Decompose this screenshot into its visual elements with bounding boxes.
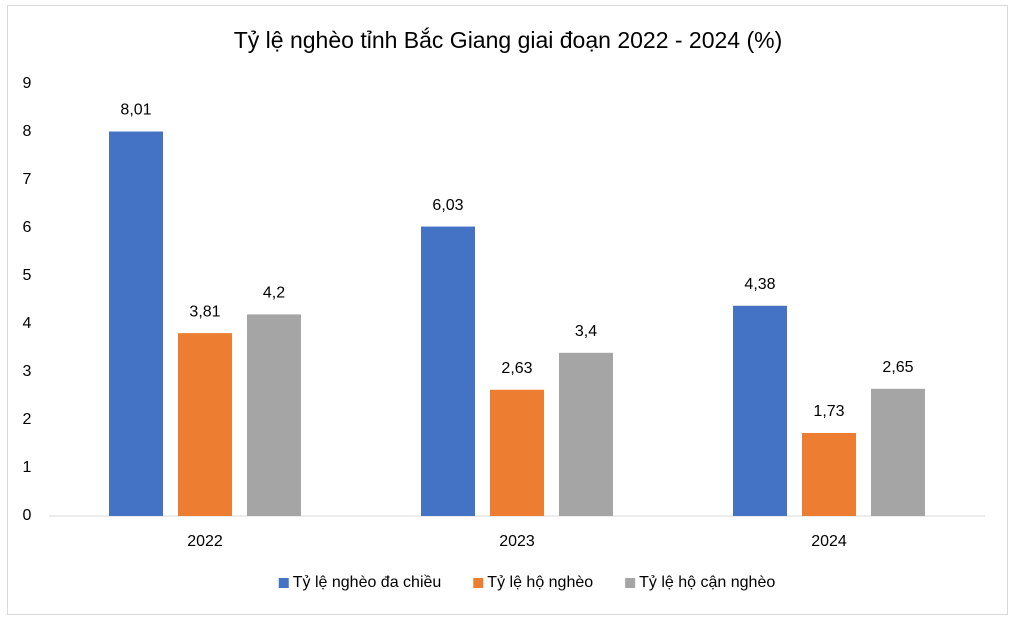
bar [178, 333, 232, 516]
bar [802, 432, 856, 516]
value-label: 3,4 [575, 323, 597, 340]
x-tick-label: 2023 [499, 533, 535, 550]
y-tick-label: 7 [23, 171, 32, 188]
y-tick-label: 4 [23, 315, 32, 332]
value-label: 4,2 [263, 285, 285, 302]
bar [421, 226, 475, 516]
bar [733, 305, 787, 516]
value-label: 2,63 [501, 360, 532, 377]
bar [247, 314, 301, 516]
x-tick-label: 2022 [187, 533, 223, 550]
value-label: 2,65 [882, 359, 913, 376]
y-tick-label: 8 [23, 123, 32, 140]
y-tick-label: 1 [23, 459, 32, 476]
legend-swatch [473, 578, 484, 588]
y-tick-label: 5 [23, 267, 32, 284]
y-tick-label: 3 [23, 363, 32, 380]
legend-swatch [278, 578, 289, 588]
value-label: 3,81 [189, 303, 220, 320]
legend-label: Tỷ lệ hộ cận nghèo [639, 574, 775, 591]
y-tick-label: 6 [23, 219, 32, 236]
bar [490, 389, 544, 516]
legend-label: Tỷ lệ hộ nghèo [487, 574, 593, 591]
chart-title: Tỷ lệ nghèo tỉnh Bắc Giang giai đoạn 202… [234, 27, 783, 53]
bar [871, 388, 925, 516]
legend-swatch [625, 578, 636, 588]
y-tick-label: 0 [23, 507, 32, 524]
legend-label: Tỷ lệ nghèo đa chiều [293, 574, 442, 591]
value-label: 4,38 [744, 276, 775, 293]
x-tick-label: 2024 [811, 533, 847, 550]
bar [559, 352, 613, 516]
value-label: 8,01 [120, 102, 151, 119]
bar [109, 131, 163, 516]
value-label: 1,73 [813, 403, 844, 420]
y-tick-label: 2 [23, 411, 32, 428]
value-label: 6,03 [432, 197, 463, 214]
y-tick-label: 9 [23, 75, 32, 92]
